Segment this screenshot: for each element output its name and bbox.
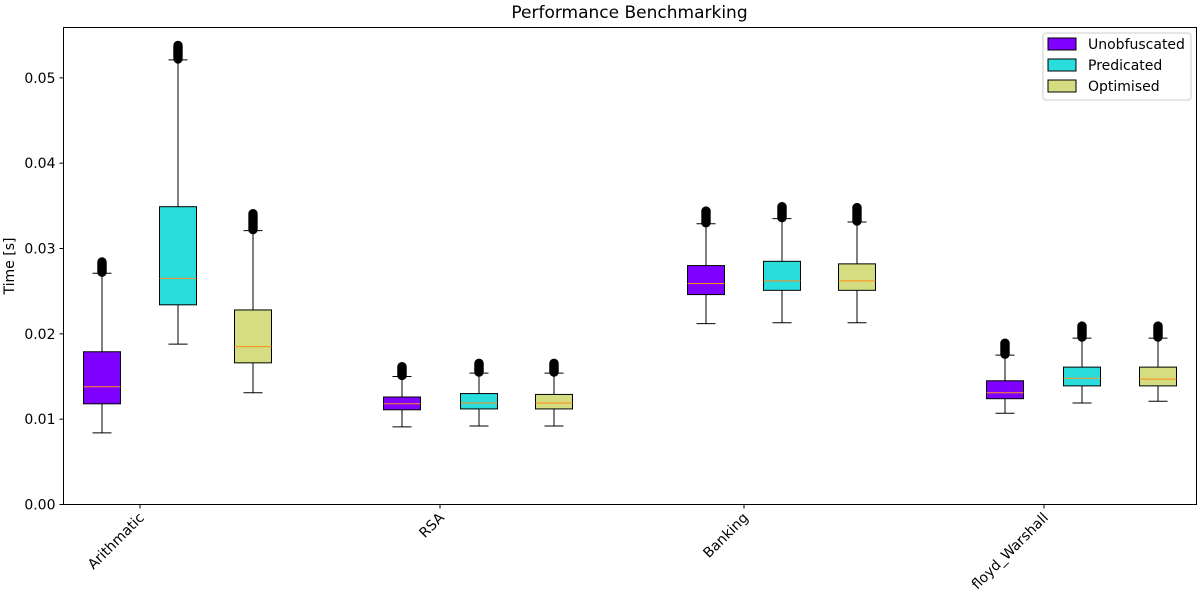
outlier-point — [549, 358, 559, 368]
box-optimised-floyd_warshall — [1139, 321, 1177, 402]
x-tick-label: floyd_Warshall — [969, 510, 1052, 593]
outlier-point — [777, 201, 787, 212]
y-tick-label: 0.05 — [24, 71, 55, 87]
outlier-point — [173, 40, 183, 51]
y-tick-label: 0.00 — [24, 498, 55, 514]
legend-label: Unobfuscated — [1088, 37, 1185, 53]
legend-swatch-unobfuscated — [1047, 37, 1077, 51]
outlier-point — [1000, 338, 1010, 348]
outlier-point — [97, 257, 107, 267]
box-body — [1139, 366, 1177, 387]
outlier-point — [1077, 321, 1087, 331]
box-predicated-banking — [763, 201, 801, 324]
outlier-point — [397, 362, 407, 372]
box-unobfuscated-floyd_warshall — [986, 338, 1024, 414]
legend-frame — [1042, 32, 1192, 101]
x-tick-label: RSA — [416, 510, 448, 542]
y-tick-label: 0.01 — [24, 412, 55, 428]
outlier-point — [852, 202, 862, 213]
box-unobfuscated-arithmatic — [83, 257, 121, 434]
legend-swatch-predicated — [1047, 58, 1077, 72]
box-predicated-rsa — [460, 358, 498, 427]
box-body — [763, 260, 801, 291]
box-body — [986, 380, 1024, 400]
legend-label: Optimised — [1088, 79, 1160, 95]
box-body — [687, 265, 725, 296]
box-unobfuscated-banking — [687, 206, 725, 325]
box-optimised-arithmatic — [234, 209, 272, 394]
y-tick-label: 0.02 — [24, 327, 55, 343]
legend: Unobfuscated Predicated Optimised — [1042, 32, 1192, 101]
legend-swatch-optimised — [1047, 79, 1077, 93]
box-body — [838, 263, 876, 291]
box-predicated-floyd_warshall — [1063, 321, 1101, 404]
box-body — [535, 393, 573, 410]
chart-title: Performance Benchmarking — [511, 3, 747, 23]
box-unobfuscated-rsa — [383, 362, 421, 428]
axes-frame — [63, 27, 1197, 505]
box-predicated-arithmatic — [159, 40, 197, 345]
box-body — [83, 351, 121, 405]
y-tick-label: 0.04 — [24, 156, 55, 172]
y-tick-label: 0.03 — [24, 242, 55, 258]
x-axis: Arithmatic RSA Banking floyd_Warshall — [85, 504, 1052, 593]
x-tick-label: Banking — [700, 510, 751, 561]
box-body — [234, 309, 272, 364]
y-axis-label: Time [s] — [2, 238, 18, 296]
box-optimised-rsa — [535, 358, 573, 427]
x-tick-label: Arithmatic — [85, 510, 148, 573]
outlier-point — [701, 206, 711, 216]
box-body — [159, 206, 197, 306]
y-axis: 0.00 0.01 0.02 0.03 0.04 0.05 — [24, 71, 64, 514]
plot-area — [83, 40, 1177, 434]
box-body — [460, 393, 498, 410]
box-body — [1063, 366, 1101, 387]
outlier-point — [474, 358, 484, 368]
box-optimised-banking — [838, 202, 876, 324]
outlier-point — [1153, 321, 1163, 331]
outlier-point — [248, 209, 258, 219]
legend-label: Predicated — [1088, 58, 1162, 74]
